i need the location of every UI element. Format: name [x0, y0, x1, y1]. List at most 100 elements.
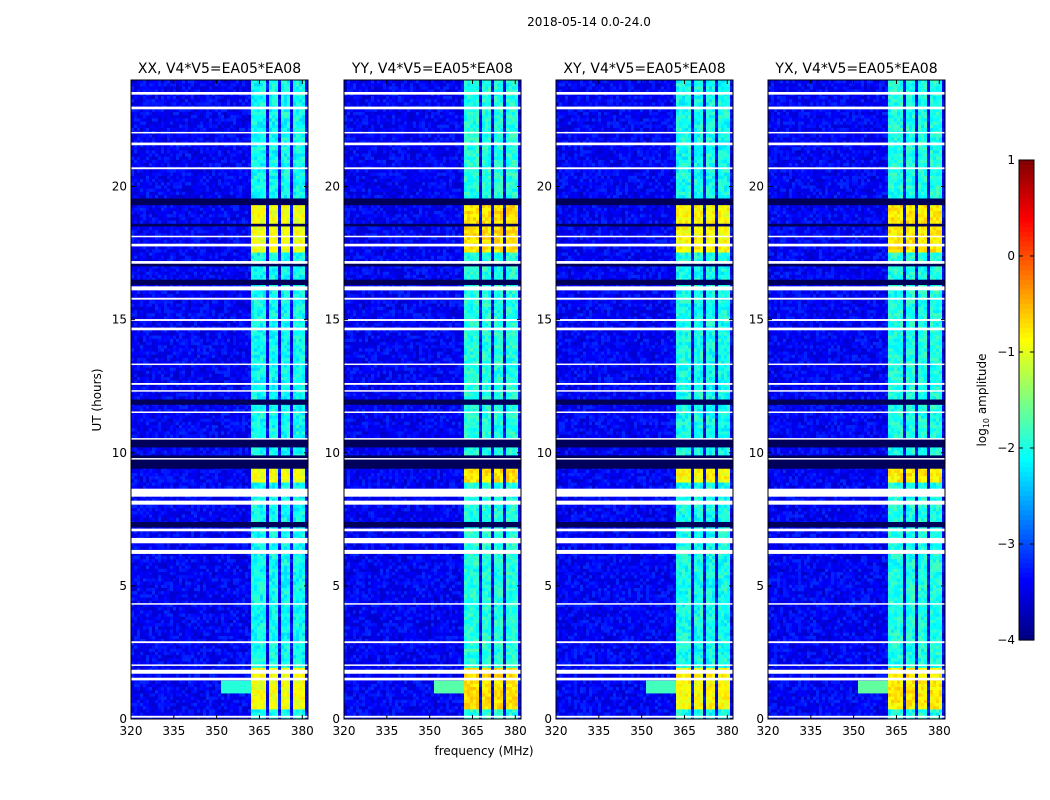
flag-dark-row: [131, 522, 308, 527]
y-tick-label: 10: [112, 446, 127, 460]
flag-white-row: [556, 107, 733, 110]
colorbar-segment: [1019, 237, 1034, 242]
flag-dark-row: [131, 264, 308, 267]
flag-white-row: [556, 167, 733, 169]
flag-white-row: [768, 670, 945, 674]
colorbar-tick-label: −2: [997, 441, 1015, 455]
flag-dark-row: [556, 198, 733, 205]
flag-dark-row: [556, 264, 733, 267]
flag-white-row: [556, 664, 733, 666]
colorbar-segment: [1019, 496, 1034, 501]
flag-white-row: [768, 107, 945, 110]
flag-white-row: [556, 298, 733, 300]
flag-white-row: [768, 678, 945, 681]
x-tick-label: 380: [504, 724, 527, 738]
flag-white-row: [344, 244, 521, 247]
flag-white-row: [131, 529, 308, 532]
flag-dark-row: [131, 198, 308, 205]
flag-white-row: [556, 383, 733, 385]
flag-white-row: [556, 438, 733, 440]
colorbar-segment: [1019, 410, 1034, 415]
x-tick-label: 365: [461, 724, 484, 738]
flag-dark-row: [344, 264, 521, 267]
colorbar-segment: [1019, 544, 1034, 549]
y-tick-label: 15: [325, 313, 340, 327]
flag-white-row: [344, 92, 521, 95]
colorbar-segment: [1019, 506, 1034, 511]
flag-dark-row: [556, 455, 733, 468]
colorbar-tick-label: −4: [997, 633, 1015, 647]
colorbar-segment: [1019, 386, 1034, 391]
flag-white-row: [131, 678, 308, 681]
colorbar-segment: [1019, 582, 1034, 587]
colorbar-segment: [1019, 424, 1034, 429]
colorbar-segment: [1019, 222, 1034, 227]
y-tick-label: 15: [749, 313, 764, 327]
flag-white-row: [131, 92, 308, 95]
flag-white-row: [131, 550, 308, 554]
flag-dark-row: [556, 224, 733, 227]
flag-white-row: [131, 328, 308, 331]
colorbar-segment: [1019, 261, 1034, 266]
flag-white-row: [344, 664, 521, 666]
flag-white-row: [768, 438, 945, 440]
colorbar-segment: [1019, 448, 1034, 453]
y-tick-label: 20: [749, 180, 764, 194]
colorbar-segment: [1019, 578, 1034, 583]
colorbar-segment: [1019, 314, 1034, 319]
flag-white-row: [344, 383, 521, 385]
flag-white-row: [131, 458, 308, 460]
x-tick-label: 335: [587, 724, 610, 738]
flag-white-row: [344, 438, 521, 440]
colorbar-segment: [1019, 563, 1034, 568]
flag-white-row: [344, 501, 521, 505]
flag-white-row: [556, 716, 733, 718]
flag-white-row: [344, 328, 521, 331]
colorbar-segment: [1019, 390, 1034, 395]
flag-white-row: [131, 286, 308, 290]
y-tick-label: 20: [325, 180, 340, 194]
flag-white-row: [344, 641, 521, 643]
x-tick-label: 380: [716, 724, 739, 738]
colorbar-segment: [1019, 462, 1034, 467]
flag-white-row: [768, 550, 945, 554]
flag-dark-row: [344, 400, 521, 405]
colorbar-label: log10 amplitude: [975, 354, 991, 447]
colorbar-segment: [1019, 400, 1034, 405]
y-axis-label: UT (hours): [90, 368, 104, 431]
flag-dark-row: [344, 224, 521, 227]
x-tick-label: 350: [630, 724, 653, 738]
flag-white-row: [556, 143, 733, 146]
colorbar-segment: [1019, 342, 1034, 347]
colorbar-segment: [1019, 434, 1034, 439]
colorbar-segment: [1019, 290, 1034, 295]
flag-white-row: [131, 664, 308, 666]
flag-white-row: [131, 603, 308, 605]
flag-white-row: [768, 298, 945, 300]
x-tick-label: 320: [120, 724, 143, 738]
colorbar-segment: [1019, 174, 1034, 179]
colorbar-segment: [1019, 328, 1034, 333]
flag-white-row: [768, 529, 945, 532]
flag-white-row: [556, 538, 733, 543]
flag-white-row: [768, 664, 945, 666]
colorbar-segment: [1019, 304, 1034, 309]
flag-white-row: [131, 167, 308, 169]
colorbar-segment: [1019, 299, 1034, 304]
x-tick-label: 335: [162, 724, 185, 738]
colorbar-segment: [1019, 573, 1034, 578]
flag-white-row: [131, 132, 308, 134]
colorbar-segment: [1019, 438, 1034, 443]
flag-dark-row: [768, 280, 945, 285]
flag-dark-row: [768, 455, 945, 468]
colorbar-segment: [1019, 376, 1034, 381]
y-tick-label: 5: [332, 579, 340, 593]
flag-white-row: [344, 670, 521, 674]
y-tick-label: 10: [537, 446, 552, 460]
flag-dark-row: [344, 522, 521, 527]
flag-white-row: [344, 107, 521, 110]
flag-white-row: [344, 286, 521, 290]
